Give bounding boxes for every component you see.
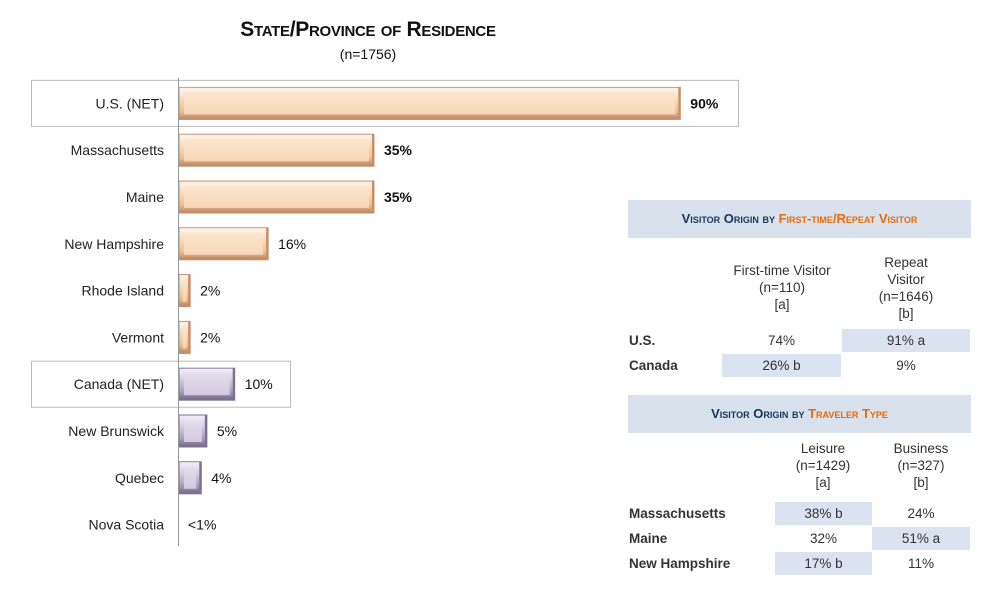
table1-col2-line: [b] [898,306,914,321]
bar [178,414,208,448]
table1-title-prefix: Visitor Origin by [681,211,779,226]
table2-title: Visitor Origin by Traveler Type [628,395,971,433]
data-label: 35% [384,142,413,158]
chart-title: State/Province of Residence [240,18,496,41]
table1-row-label: U.S. [629,333,656,348]
bar [178,227,269,261]
table1-col1-line: First-time Visitor [733,263,831,278]
category-label: Rhode Island [81,283,164,299]
net-row-frame [31,360,291,408]
table2-row-label: Maine [629,531,668,546]
table1-cell: 91% a [842,329,970,352]
table1-cell: 9% [896,358,916,373]
table2-col2-line: [b] [913,475,929,490]
category-label: New Brunswick [68,423,165,439]
table2-row-label: Massachusetts [629,506,726,521]
bar [178,133,375,167]
table2-cell: 24% [907,506,935,521]
bar [178,367,236,401]
net-row-frame [31,79,739,127]
table2-cell: 17% b [775,552,872,575]
category-label: Canada (NET) [74,376,164,392]
table2-col1-line: Leisure [800,441,846,456]
table1-col2-header: Repeat Visitor (n=1646) [b] [842,254,970,322]
table2-cell: 32% [809,531,838,546]
bar [178,274,191,308]
bar [178,86,681,120]
chart-subtitle: (n=1756) [339,46,397,62]
table2-col1-header: Leisure (n=1429) [a] [774,440,872,491]
bar [178,320,191,354]
table2-col1-line: [a] [815,475,831,490]
category-label: Massachusetts [71,142,164,158]
table1-title: Visitor Origin by First-time/Repeat Visi… [628,200,971,238]
category-label: U.S. (NET) [96,95,164,111]
table1-row-label: Canada [629,358,678,373]
table2-col2-line: Business [893,441,949,456]
category-label: Quebec [115,470,164,486]
data-label: 4% [211,470,231,486]
data-label: 2% [200,329,220,345]
table1-cell: 74% [767,333,796,348]
category-label: Vermont [112,329,164,345]
bar-chart: U.S. (NET) Massachusetts Maine New Hampshir… [31,78,739,546]
table2-cell: 11% [907,556,935,571]
table2-row-label: New Hampshire [629,556,731,571]
table1-col2-line: Visitor [887,272,925,287]
data-label: 35% [384,189,413,205]
data-label: 16% [278,236,306,252]
table2-cell: 38% b [775,502,872,525]
table2-title-prefix: Visitor Origin by [711,406,809,421]
table1-cell: 26% b [722,354,841,377]
data-label: <1% [188,517,216,533]
table1-col2-line: Repeat [884,255,928,270]
data-label: 90% [690,95,719,111]
table2-cell: 51% a [872,527,970,550]
table2-col2-line: (n=327) [897,458,945,473]
table2-col1-line: (n=1429) [795,458,851,473]
table1-col1-line: [a] [774,297,790,312]
table1-col1-line: (n=110) [759,280,805,295]
data-label: 5% [217,423,237,439]
table1-col2-line: (n=1646) [878,289,934,304]
bar [178,461,202,495]
category-label: Maine [126,189,164,205]
bar [178,180,375,214]
category-label: Nova Scotia [89,517,165,533]
category-label: New Hampshire [64,236,164,252]
table2-title-highlight: Traveler Type [808,406,888,421]
table2-col2-header: Business (n=327) [b] [872,440,970,491]
table1-title-highlight: First-time/Repeat Visitor [778,211,918,226]
table1-col1-header: First-time Visitor (n=110) [a] [722,262,842,313]
data-label: 2% [200,283,220,299]
data-label: 10% [245,376,273,392]
